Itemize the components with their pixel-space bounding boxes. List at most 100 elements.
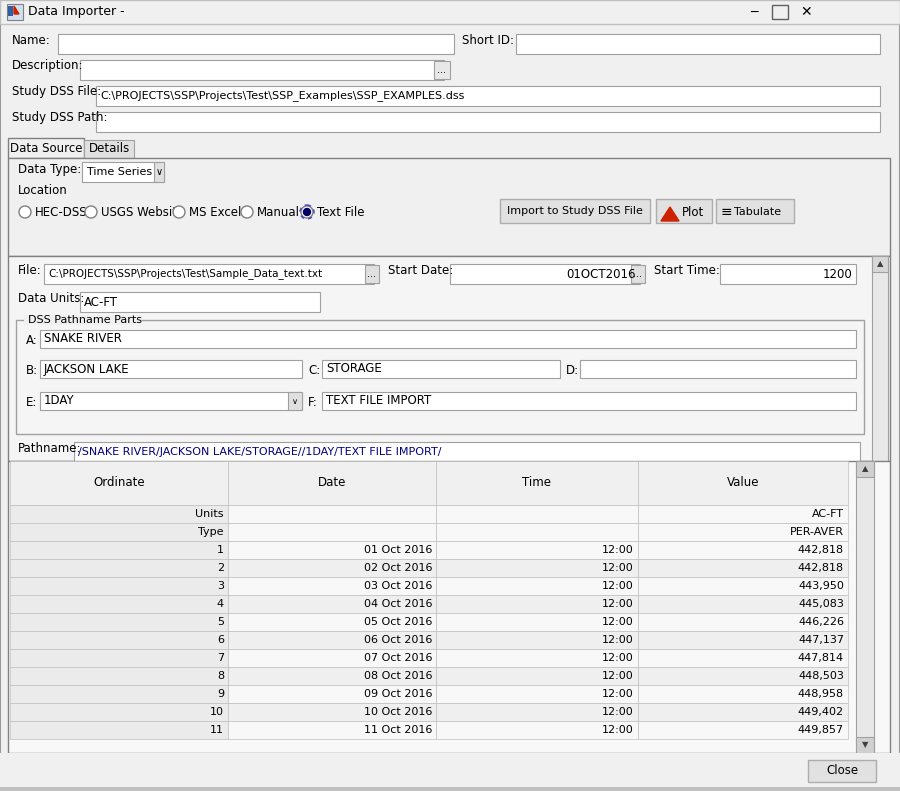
Text: Time: Time bbox=[523, 476, 552, 490]
Text: 442,818: 442,818 bbox=[798, 563, 844, 573]
Bar bbox=[96, 86, 880, 106]
Text: 08 Oct 2016: 08 Oct 2016 bbox=[364, 671, 432, 681]
Bar bbox=[10, 721, 228, 739]
Bar bbox=[856, 461, 874, 477]
Text: 449,857: 449,857 bbox=[798, 725, 844, 735]
Bar bbox=[656, 199, 712, 223]
Text: File:: File: bbox=[18, 263, 41, 277]
Text: ≡: ≡ bbox=[721, 205, 733, 219]
Bar bbox=[450, 264, 640, 284]
Bar bbox=[228, 649, 436, 667]
Text: Data Units:: Data Units: bbox=[18, 292, 85, 305]
Text: 449,402: 449,402 bbox=[798, 707, 844, 717]
Bar bbox=[436, 685, 638, 703]
Bar bbox=[8, 6, 13, 16]
Text: C:: C: bbox=[308, 364, 320, 377]
Bar bbox=[436, 577, 638, 595]
Text: Description:: Description: bbox=[12, 59, 84, 73]
Bar bbox=[16, 320, 864, 434]
Text: PER-AVER: PER-AVER bbox=[790, 527, 844, 537]
Circle shape bbox=[85, 206, 97, 218]
Bar bbox=[8, 256, 890, 461]
Text: MS Excel: MS Excel bbox=[189, 206, 241, 218]
Bar bbox=[228, 541, 436, 559]
Text: F:: F: bbox=[308, 396, 318, 408]
Bar bbox=[872, 256, 888, 272]
Text: 446,226: 446,226 bbox=[798, 617, 844, 627]
Text: 12:00: 12:00 bbox=[602, 617, 634, 627]
Bar bbox=[8, 158, 890, 159]
Text: Ordinate: Ordinate bbox=[94, 476, 145, 490]
Text: Name:: Name: bbox=[12, 33, 50, 47]
Bar bbox=[228, 703, 436, 721]
Text: 07 Oct 2016: 07 Oct 2016 bbox=[364, 653, 432, 663]
Text: D:: D: bbox=[566, 364, 579, 377]
Bar bbox=[631, 265, 645, 283]
Bar bbox=[436, 541, 638, 559]
Bar bbox=[228, 461, 436, 505]
Bar bbox=[58, 34, 454, 54]
Text: Units: Units bbox=[195, 509, 224, 519]
Bar bbox=[434, 61, 450, 79]
Text: 01OCT2016: 01OCT2016 bbox=[566, 267, 636, 281]
Circle shape bbox=[19, 206, 31, 218]
Bar bbox=[638, 461, 848, 505]
Bar bbox=[10, 541, 228, 559]
Text: Value: Value bbox=[727, 476, 760, 490]
Bar bbox=[288, 392, 302, 410]
Text: 7: 7 bbox=[217, 653, 224, 663]
Bar bbox=[96, 112, 880, 132]
Bar bbox=[365, 265, 379, 283]
Polygon shape bbox=[661, 207, 679, 221]
Text: 6: 6 bbox=[217, 635, 224, 645]
Text: 12:00: 12:00 bbox=[602, 599, 634, 609]
Text: B:: B: bbox=[26, 364, 38, 377]
Text: 02 Oct 2016: 02 Oct 2016 bbox=[364, 563, 432, 573]
Bar bbox=[436, 721, 638, 739]
Bar bbox=[856, 737, 874, 753]
Text: A:: A: bbox=[26, 334, 38, 346]
Text: Study DSS File:: Study DSS File: bbox=[12, 85, 101, 99]
Text: Details: Details bbox=[88, 142, 130, 156]
Text: 12:00: 12:00 bbox=[602, 671, 634, 681]
Bar bbox=[0, 0, 900, 24]
Text: 4: 4 bbox=[217, 599, 224, 609]
Bar bbox=[40, 330, 856, 348]
Bar bbox=[154, 162, 164, 182]
Circle shape bbox=[303, 209, 310, 215]
Bar bbox=[436, 595, 638, 613]
Bar bbox=[10, 595, 228, 613]
Bar bbox=[436, 613, 638, 631]
Text: 12:00: 12:00 bbox=[602, 545, 634, 555]
Text: Type: Type bbox=[199, 527, 224, 537]
Text: 12:00: 12:00 bbox=[602, 563, 634, 573]
Text: 8: 8 bbox=[217, 671, 224, 681]
Text: 2: 2 bbox=[217, 563, 224, 573]
Bar bbox=[228, 505, 436, 523]
Bar bbox=[0, 753, 900, 791]
Bar bbox=[500, 199, 650, 223]
Bar bbox=[40, 360, 302, 378]
Text: Plot: Plot bbox=[682, 206, 704, 218]
Text: 1: 1 bbox=[217, 545, 224, 555]
Bar bbox=[24, 315, 142, 325]
Text: ...: ... bbox=[634, 269, 643, 279]
Circle shape bbox=[241, 206, 253, 218]
Text: 447,137: 447,137 bbox=[798, 635, 844, 645]
Bar bbox=[638, 703, 848, 721]
Bar bbox=[7, 4, 23, 20]
Text: 12:00: 12:00 bbox=[602, 689, 634, 699]
Text: Start Time:: Start Time: bbox=[654, 263, 720, 277]
Text: C:\PROJECTS\SSP\Projects\Test\Sample_Data_text.txt: C:\PROJECTS\SSP\Projects\Test\Sample_Dat… bbox=[48, 269, 322, 279]
Bar bbox=[10, 613, 228, 631]
Bar bbox=[638, 685, 848, 703]
Text: ▲: ▲ bbox=[877, 259, 883, 268]
Text: Manual: Manual bbox=[257, 206, 300, 218]
Bar bbox=[436, 559, 638, 577]
Bar bbox=[10, 649, 228, 667]
Text: Study DSS Path:: Study DSS Path: bbox=[12, 112, 107, 124]
Bar bbox=[772, 5, 788, 19]
Text: 447,814: 447,814 bbox=[798, 653, 844, 663]
Text: 04 Oct 2016: 04 Oct 2016 bbox=[364, 599, 432, 609]
Text: USGS Website: USGS Website bbox=[101, 206, 184, 218]
